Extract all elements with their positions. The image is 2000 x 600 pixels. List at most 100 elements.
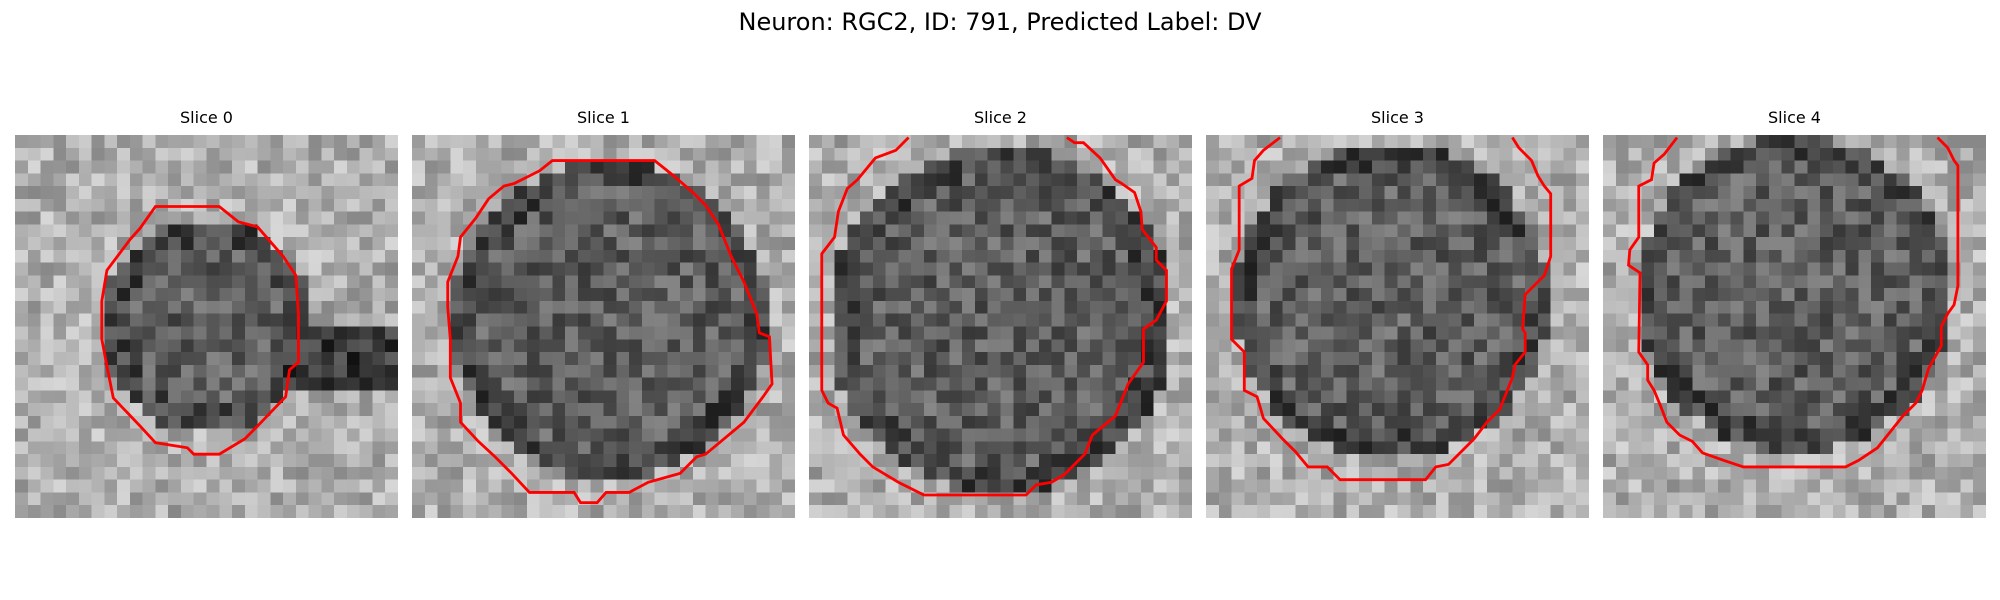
pixel bbox=[180, 390, 194, 404]
pixel bbox=[1756, 454, 1770, 468]
pixel bbox=[756, 352, 770, 366]
cell-contour bbox=[100, 205, 300, 456]
pixel bbox=[936, 262, 950, 276]
pixel bbox=[1858, 186, 1872, 200]
pixel bbox=[463, 198, 477, 212]
pixel bbox=[667, 339, 681, 353]
pixel bbox=[1461, 198, 1475, 212]
pixel bbox=[359, 441, 373, 455]
pixel bbox=[1909, 479, 1923, 493]
pixel bbox=[1807, 454, 1821, 468]
pixel bbox=[987, 300, 1001, 314]
pixel bbox=[718, 147, 732, 161]
pixel bbox=[1231, 173, 1245, 187]
pixel bbox=[1922, 428, 1936, 442]
pixel bbox=[450, 300, 464, 314]
pixel bbox=[193, 364, 207, 378]
pixel bbox=[1026, 479, 1040, 493]
pixel bbox=[1474, 300, 1488, 314]
pixel bbox=[244, 479, 258, 493]
pixel bbox=[809, 147, 823, 161]
pixel bbox=[911, 466, 925, 480]
pixel bbox=[1692, 288, 1706, 302]
pixel bbox=[1153, 339, 1167, 353]
pixel bbox=[898, 300, 912, 314]
pixel bbox=[1474, 466, 1488, 480]
pixel bbox=[270, 160, 284, 174]
pixel bbox=[437, 147, 451, 161]
pixel bbox=[1499, 403, 1513, 417]
pixel bbox=[1615, 441, 1629, 455]
pixel bbox=[590, 224, 604, 238]
pixel bbox=[603, 364, 617, 378]
pixel bbox=[1947, 479, 1961, 493]
pixel bbox=[488, 160, 502, 174]
pixel bbox=[501, 403, 515, 417]
pixel bbox=[1423, 135, 1437, 149]
pixel bbox=[1333, 147, 1347, 161]
pixel bbox=[1359, 505, 1373, 518]
pixel bbox=[1794, 198, 1808, 212]
pixel bbox=[680, 288, 694, 302]
pixel bbox=[629, 428, 643, 442]
pixel bbox=[1218, 377, 1232, 391]
pixel bbox=[104, 505, 118, 518]
pixel bbox=[1832, 288, 1846, 302]
pixel bbox=[142, 390, 156, 404]
pixel bbox=[385, 339, 398, 353]
pixel bbox=[1896, 377, 1910, 391]
pixel bbox=[1269, 377, 1283, 391]
pixel bbox=[1218, 186, 1232, 200]
pixel bbox=[1692, 198, 1706, 212]
pixel bbox=[346, 186, 360, 200]
pixel bbox=[603, 249, 617, 263]
pixel bbox=[1089, 364, 1103, 378]
pixel bbox=[219, 275, 233, 289]
pixel bbox=[257, 415, 271, 429]
pixel bbox=[1115, 313, 1129, 327]
figure-title: Neuron: RGC2, ID: 791, Predicted Label: … bbox=[738, 8, 1262, 36]
pixel bbox=[911, 224, 925, 238]
pixel bbox=[257, 275, 271, 289]
pixel bbox=[1896, 364, 1910, 378]
pixel bbox=[193, 352, 207, 366]
pixel bbox=[1000, 403, 1014, 417]
pixel bbox=[705, 390, 719, 404]
pixel bbox=[898, 160, 912, 174]
pixel bbox=[1717, 428, 1731, 442]
pixel bbox=[603, 288, 617, 302]
pixel bbox=[1730, 237, 1744, 251]
pixel bbox=[463, 326, 477, 340]
pixel bbox=[962, 262, 976, 276]
pixel bbox=[66, 135, 80, 149]
pixel bbox=[1461, 326, 1475, 340]
pixel bbox=[142, 352, 156, 366]
pixel bbox=[321, 441, 335, 455]
pixel bbox=[1756, 147, 1770, 161]
pixel bbox=[450, 492, 464, 506]
pixel bbox=[731, 377, 745, 391]
pixel bbox=[1858, 135, 1872, 149]
pixel bbox=[1346, 454, 1360, 468]
pixel bbox=[1537, 339, 1551, 353]
pixel bbox=[526, 249, 540, 263]
pixel bbox=[616, 479, 630, 493]
pixel bbox=[1359, 198, 1373, 212]
pixel bbox=[385, 147, 398, 161]
pixel bbox=[526, 300, 540, 314]
pixel bbox=[629, 492, 643, 506]
pixel bbox=[1743, 237, 1757, 251]
pixel bbox=[898, 505, 912, 518]
pixel bbox=[974, 441, 988, 455]
pixel bbox=[1666, 377, 1680, 391]
pixel bbox=[1499, 364, 1513, 378]
pixel bbox=[1333, 186, 1347, 200]
pixel bbox=[78, 313, 92, 327]
pixel bbox=[91, 492, 105, 506]
pixel bbox=[206, 147, 220, 161]
pixel bbox=[1537, 326, 1551, 340]
pixel bbox=[1051, 300, 1065, 314]
pixel bbox=[1628, 173, 1642, 187]
pixel bbox=[1269, 186, 1283, 200]
pixel bbox=[412, 479, 426, 493]
